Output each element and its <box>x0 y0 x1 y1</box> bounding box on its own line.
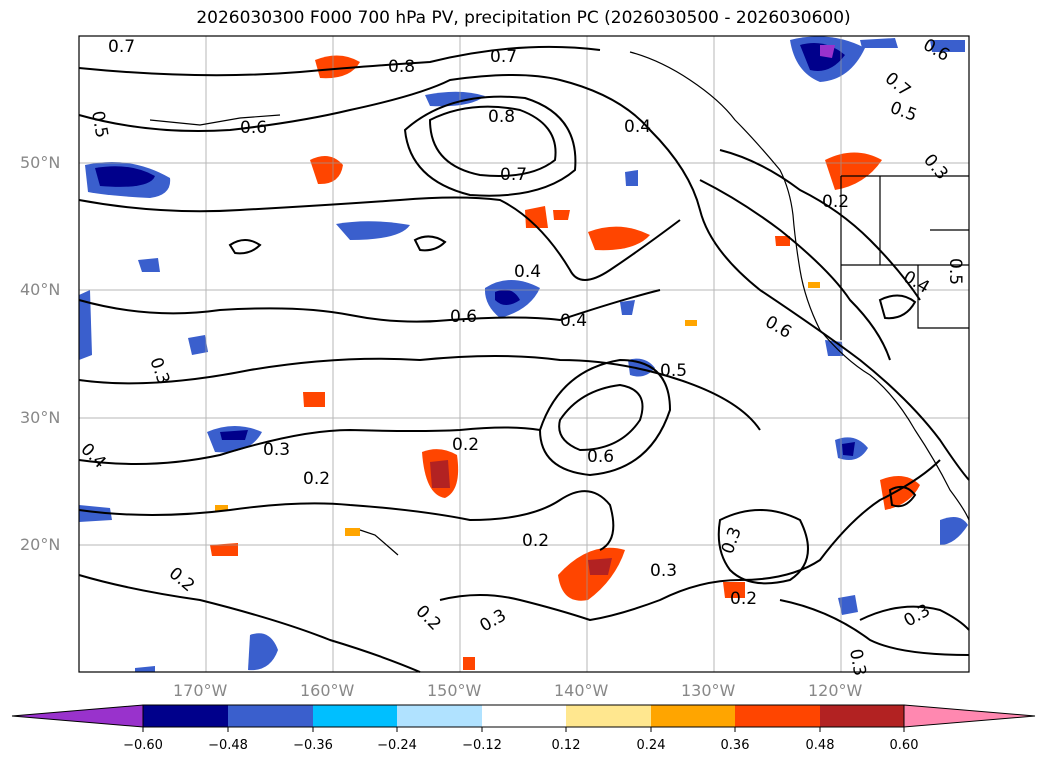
colorbar-tick-label: −0.48 <box>208 738 248 753</box>
contour-label: 0.3 <box>263 440 290 460</box>
contour-label: 0.8 <box>488 107 515 127</box>
contour-label: 0.4 <box>514 262 541 282</box>
colorbar-high-extension <box>903 704 1036 728</box>
colorbar-tick-label: −0.60 <box>123 738 163 753</box>
contour-label: 0.2 <box>730 589 757 609</box>
map-frame <box>78 35 970 673</box>
pv-contours <box>78 45 970 673</box>
colorbar-tick-label: 0.36 <box>720 738 750 753</box>
colorbar-tick-label: −0.36 <box>293 738 333 753</box>
contour-label: 0.2 <box>522 531 549 551</box>
contour-label: 0.8 <box>388 57 415 77</box>
contour-label: 0.7 <box>108 37 135 57</box>
colorbar <box>11 704 1036 732</box>
colorbar-segment <box>566 705 651 727</box>
lon-label: 130°W <box>681 681 736 700</box>
contour-label: 0.6 <box>450 307 477 327</box>
contour-label: 0.5 <box>660 361 687 381</box>
colorbar-tick-label: 0.12 <box>551 738 581 753</box>
contour-labels: 0.7 0.5 0.6 0.8 0.7 0.4 0.8 0.7 0.4 0.6 … <box>76 35 965 677</box>
contour-label: 0.7 <box>490 47 517 67</box>
lon-label: 120°W <box>808 681 863 700</box>
lat-label: 50°N <box>20 153 61 172</box>
colorbar-tick-label: −0.24 <box>377 738 417 753</box>
colorbar-segment <box>143 705 228 727</box>
colorbar-segment <box>313 705 397 727</box>
lat-lon-grid <box>79 36 969 672</box>
contour-label: 0.2 <box>822 192 849 212</box>
contour-label: 0.2 <box>452 435 479 455</box>
precip-positive-areas <box>210 55 920 670</box>
colorbar-tick-label: 0.24 <box>636 738 666 753</box>
lat-label: 30°N <box>20 408 61 427</box>
colorbar-segment <box>482 705 566 727</box>
lat-label: 40°N <box>20 280 61 299</box>
contour-label: 0.6 <box>587 447 614 467</box>
colorbar-segment <box>397 705 482 727</box>
colorbar-low-extension <box>11 704 144 728</box>
contour-label: 0.4 <box>560 311 587 331</box>
contour-label: 0.3 <box>845 647 869 677</box>
contour-label: 0.4 <box>624 117 651 137</box>
lon-label: 160°W <box>300 681 355 700</box>
contour-label: 0.7 <box>500 165 527 185</box>
contour-label: 0.2 <box>303 469 330 489</box>
colorbar-segment <box>735 705 820 727</box>
colorbar-segment <box>228 705 313 727</box>
colorbar-tick-label: 0.60 <box>889 738 919 753</box>
lon-label: 140°W <box>554 681 609 700</box>
colorbar-tick-label: 0.48 <box>805 738 835 753</box>
contour-label: 0.6 <box>240 118 267 138</box>
contour-label: 0.5 <box>945 258 965 285</box>
colorbar-segment <box>651 705 735 727</box>
lon-label: 170°W <box>173 681 228 700</box>
contour-label: 0.3 <box>650 561 677 581</box>
map-title: 2026030300 F000 700 hPa PV, precipitatio… <box>196 8 851 28</box>
lon-label: 150°W <box>427 681 482 700</box>
colorbar-tick-label: −0.12 <box>462 738 502 753</box>
lat-label: 20°N <box>20 535 61 554</box>
colorbar-segment <box>820 705 904 727</box>
coastlines <box>149 51 970 556</box>
contour-label: 0.5 <box>87 109 111 139</box>
